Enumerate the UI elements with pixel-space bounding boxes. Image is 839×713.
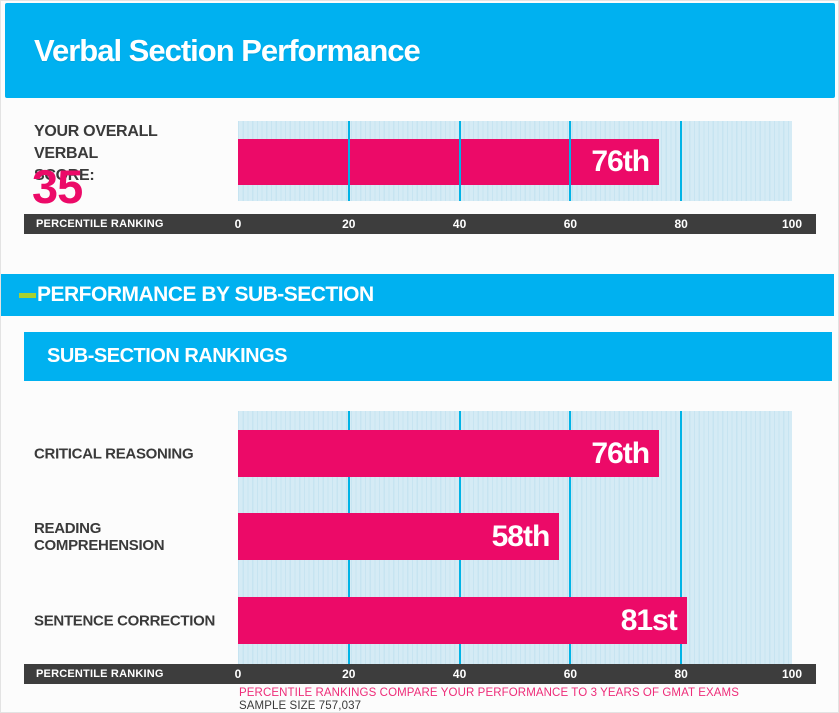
- subsection-rankings-header-bar: SUB-SECTION RANKINGS: [24, 332, 832, 381]
- row-label-critical-reasoning: CRITICAL REASONING: [34, 445, 194, 462]
- axis-tick-100: 100: [781, 217, 803, 231]
- gridline-40: [458, 121, 461, 201]
- gridline-60: [569, 121, 572, 201]
- bar-critical-reasoning: 76th: [238, 430, 660, 477]
- bar-label-critical-reasoning: 76th: [591, 436, 650, 470]
- gridline-60: [569, 411, 572, 664]
- overall-percentile-bar-label: 76th: [591, 145, 650, 178]
- bar-label-sentence-correction: 81st: [620, 603, 678, 637]
- percentile-footnote: PERCENTILE RANKINGS COMPARE YOUR PERFORM…: [239, 687, 740, 699]
- gridline-80: [680, 121, 683, 201]
- row-label-reading-comprehension: READING COMPREHENSION: [34, 519, 165, 554]
- row-label-sentence-correction: SENTENCE CORRECTION: [34, 612, 215, 629]
- axis-tick-80: 80: [674, 217, 688, 231]
- overall-score-value: 35: [32, 160, 83, 213]
- bar-sentence-correction: 81st: [238, 597, 687, 644]
- overall-score-label-line1: YOUR OVERALL VERBAL: [34, 123, 158, 162]
- axis-tick-60: 60: [563, 667, 578, 681]
- axis-tick-20: 20: [342, 217, 356, 231]
- overall-percentile-plot: 76th: [238, 121, 792, 201]
- green-dash-icon: [19, 292, 36, 298]
- subsection-percentile-plot: 76th 58th 81st: [238, 411, 792, 664]
- performance-by-subsection-title: PERFORMANCE BY SUB-SECTION: [37, 283, 374, 306]
- axis-tick-0: 0: [234, 217, 242, 231]
- axis-tick-100: 100: [781, 667, 803, 681]
- sample-size-note: SAMPLE SIZE 757,037: [239, 700, 362, 712]
- overall-percentile-bar: 76th: [238, 139, 660, 185]
- axis-tick-0: 0: [234, 667, 242, 681]
- axis-tick-20: 20: [342, 667, 356, 681]
- subsection-axis-title: PERCENTILE RANKING: [36, 668, 164, 680]
- page-title: Verbal Section Performance: [34, 32, 421, 68]
- axis-tick-40: 40: [452, 667, 467, 681]
- subsection-axis-bar: PERCENTILE RANKING 0 20 40 60 80 100: [24, 664, 816, 684]
- subsection-rankings-title: SUB-SECTION RANKINGS: [47, 345, 288, 367]
- bar-reading-comprehension: 58th: [238, 513, 560, 560]
- axis-tick-40: 40: [452, 217, 467, 231]
- overall-score-label-line2: SCORE:: [34, 167, 95, 184]
- overall-score-label: YOUR OVERALL VERBAL SCORE:: [34, 121, 224, 187]
- report-header-bar: Verbal Section Performance: [5, 3, 835, 98]
- subsection-axis-ticks: 0 20 40 60 80 100: [234, 664, 802, 684]
- overall-axis-ticks: 0 20 40 60 80 100: [234, 214, 802, 234]
- gridline-20: [347, 121, 350, 201]
- gridline-80: [680, 411, 683, 664]
- overall-axis-bar: PERCENTILE RANKING 0 20 40 60 80 100: [24, 214, 816, 234]
- performance-by-subsection-header-bar: PERFORMANCE BY SUB-SECTION: [1, 274, 834, 316]
- bar-label-reading-comprehension: 58th: [491, 519, 551, 553]
- axis-tick-60: 60: [563, 217, 578, 231]
- axis-tick-80: 80: [674, 667, 688, 681]
- overall-axis-title: PERCENTILE RANKING: [36, 218, 164, 230]
